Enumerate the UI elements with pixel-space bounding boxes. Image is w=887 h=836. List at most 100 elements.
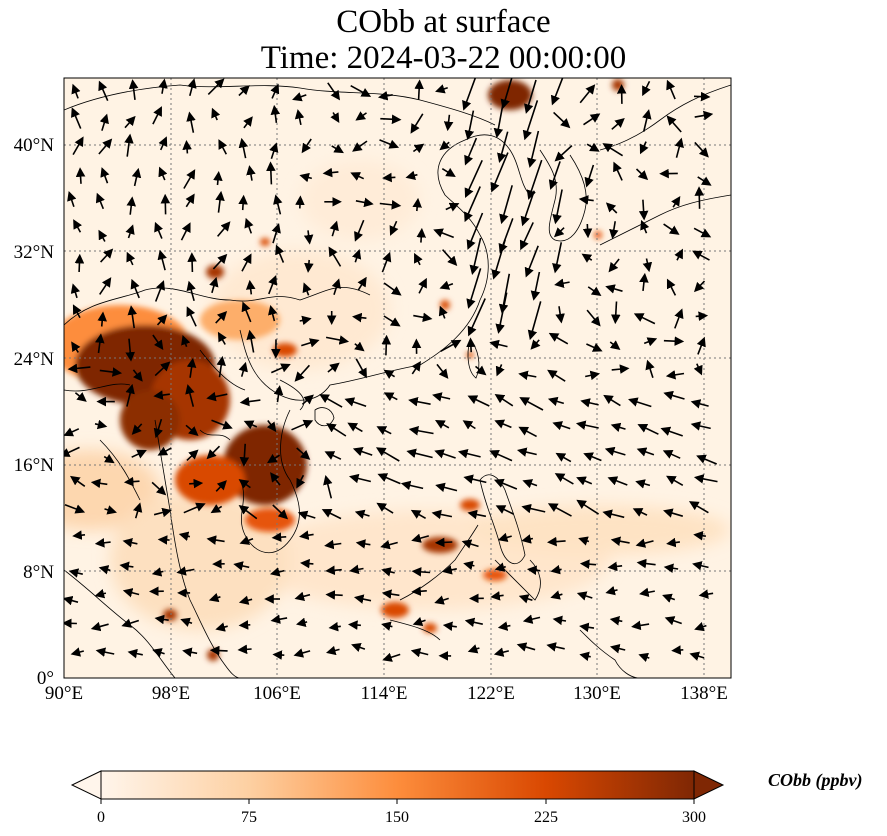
wind-arrow <box>522 100 539 141</box>
wind-arrow <box>180 222 191 241</box>
wind-arrow <box>442 621 457 631</box>
wind-arrow <box>70 647 84 657</box>
wind-arrow <box>183 169 196 189</box>
wind-arrow <box>418 277 427 294</box>
wind-arrow <box>694 622 707 632</box>
wind-arrow <box>607 561 623 572</box>
wind-arrow <box>499 185 513 225</box>
wind-arrow <box>639 272 649 291</box>
wind-arrow <box>74 253 85 273</box>
wind-arrow <box>603 394 621 407</box>
wind-arrow <box>579 651 591 662</box>
wind-arrow <box>293 648 311 658</box>
wind-arrow <box>690 421 711 431</box>
wind-arrow <box>660 426 683 437</box>
wind-arrow <box>431 509 453 520</box>
wind-arrow <box>518 594 533 604</box>
wind-arrow <box>581 253 593 263</box>
wind-arrow <box>694 186 705 209</box>
wind-arrow <box>689 651 705 661</box>
wind-arrow <box>664 616 682 626</box>
wind-arrow <box>671 196 681 208</box>
wind-arrow <box>72 304 82 319</box>
wind-arrow <box>125 338 136 362</box>
wind-arrow <box>238 595 253 605</box>
map-title-line2: Time: 2024-03-22 00:00:00 <box>260 40 627 76</box>
wind-arrow <box>400 480 424 491</box>
wind-arrow <box>131 449 147 459</box>
wind-arrow <box>352 249 362 263</box>
wind-arrow <box>674 248 683 261</box>
wind-arrow <box>466 337 476 353</box>
wind-arrow <box>466 212 484 250</box>
wind-arrow <box>275 244 285 263</box>
wind-arrow <box>297 510 316 520</box>
wind-arrow <box>695 311 709 321</box>
wind-arrow <box>410 113 424 134</box>
wind-arrow <box>272 650 285 660</box>
wind-arrow <box>238 137 249 159</box>
wind-arrow <box>243 116 253 129</box>
wind-arrow <box>119 561 134 572</box>
wind-arrow <box>132 369 143 382</box>
wind-arrow <box>211 419 233 430</box>
wind-arrow <box>186 280 196 302</box>
wind-arrow <box>322 167 339 178</box>
wind-arrow <box>353 594 372 604</box>
wind-arrow <box>209 645 228 656</box>
wind-arrow <box>663 223 680 235</box>
wind-arrow <box>609 221 619 240</box>
wind-arrow <box>327 82 341 101</box>
wind-arrow <box>98 138 113 155</box>
wind-arrow <box>637 423 659 435</box>
wind-arrow <box>576 591 593 601</box>
wind-arrow <box>104 505 117 515</box>
wind-arrow <box>185 193 195 208</box>
wind-arrow <box>411 533 430 543</box>
wind-arrow <box>352 447 373 457</box>
wind-arrow <box>376 502 394 514</box>
wind-arrow <box>157 446 172 456</box>
wind-arrow <box>552 189 563 225</box>
wind-arrow <box>301 138 312 154</box>
wind-arrow <box>547 396 565 407</box>
colorbar-label: CObb (ppbv) <box>768 770 863 790</box>
wind-arrow <box>636 447 655 457</box>
wind-arrow <box>95 333 105 354</box>
wind-arrow <box>663 508 684 518</box>
wind-arrow <box>351 642 366 653</box>
wind-arrow <box>464 186 481 223</box>
wind-arrow <box>663 563 679 574</box>
wind-arrow <box>441 167 456 177</box>
colorbar-gradient <box>101 771 694 799</box>
wind-arrow <box>694 141 709 158</box>
wind-arrow <box>218 139 228 155</box>
wind-arrow <box>516 642 536 652</box>
wind-arrow <box>493 478 518 490</box>
wind-arrow <box>642 109 652 132</box>
wind-arrow <box>609 340 621 350</box>
wind-arrow <box>674 137 684 158</box>
wind-arrow <box>245 279 256 295</box>
wind-arrow <box>131 167 142 187</box>
wind-arrow <box>344 397 367 407</box>
wind-arrow <box>555 306 565 324</box>
wind-arrow <box>631 620 650 631</box>
wind-arrow <box>126 196 137 215</box>
wind-arrow <box>688 501 709 514</box>
wind-arrow <box>376 426 392 435</box>
wind-arrow <box>524 245 539 278</box>
x-tick-label: 114°E <box>361 683 408 704</box>
wind-arrow <box>71 341 81 353</box>
wind-arrow <box>663 336 685 346</box>
wind-arrow <box>494 562 506 572</box>
wind-arrow <box>584 164 595 188</box>
wind-arrow <box>355 111 367 121</box>
wind-arrow <box>434 595 449 605</box>
wind-arrow <box>463 474 487 484</box>
wind-arrow <box>299 315 312 326</box>
wind-arrow <box>233 561 250 571</box>
wind-arrow <box>125 383 135 407</box>
wind-arrow <box>495 292 508 334</box>
